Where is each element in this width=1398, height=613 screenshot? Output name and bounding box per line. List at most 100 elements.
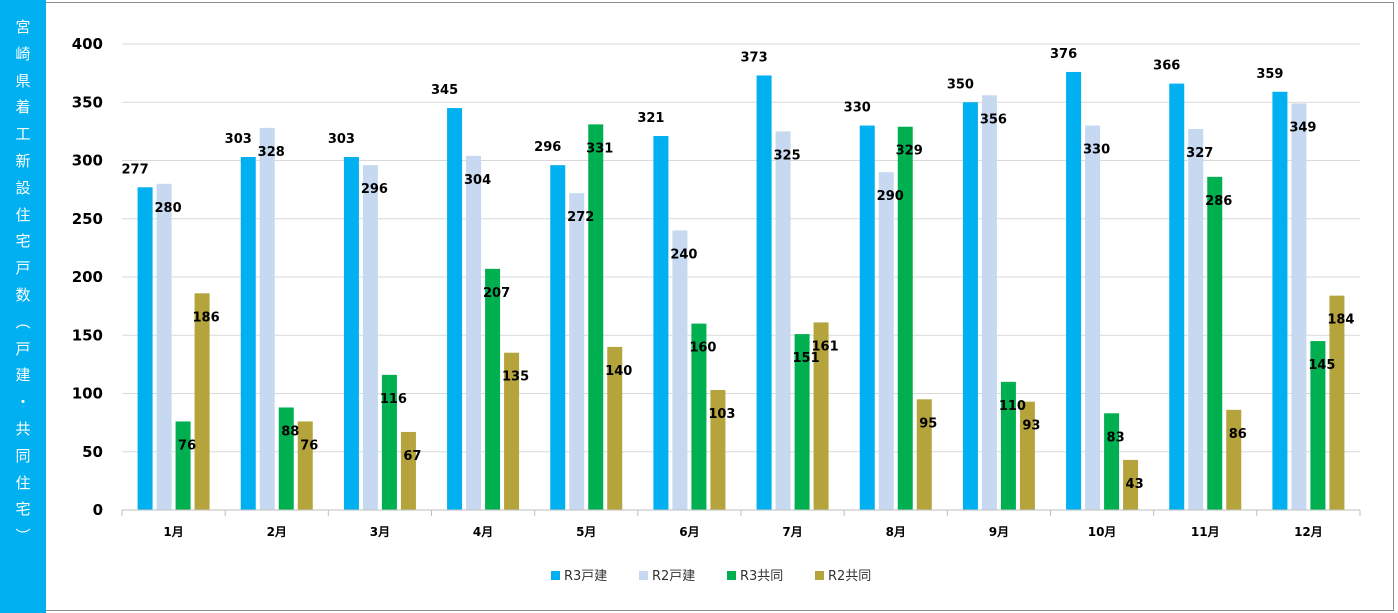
- bar-R2戸建: [466, 155, 482, 510]
- side-label-char: 戸: [15, 339, 31, 358]
- side-label-char: 戸: [15, 259, 31, 278]
- data-label: 303: [328, 132, 355, 147]
- data-label: 330: [1083, 143, 1110, 158]
- data-label: 86: [1229, 427, 1247, 442]
- bar-R2戸建: [362, 165, 378, 510]
- side-label-char: 共: [15, 419, 31, 438]
- bar-R3戸建: [1066, 71, 1082, 511]
- data-label: 303: [225, 132, 252, 147]
- bar-R3戸建: [653, 136, 669, 510]
- bar-R3共同: [485, 268, 501, 510]
- data-label: 304: [464, 173, 491, 188]
- data-label: 321: [637, 111, 664, 126]
- y-tick-label: 0: [93, 501, 103, 519]
- side-label-char: 崎: [15, 44, 31, 63]
- side-label-char: 同: [15, 446, 31, 465]
- y-tick-label: 350: [72, 93, 103, 111]
- legend-label: R2共同: [828, 569, 871, 584]
- x-tick-label: 1月: [163, 525, 183, 539]
- legend-label: R2戸建: [652, 569, 695, 584]
- legend-swatch: [815, 571, 824, 580]
- data-label: 359: [1256, 67, 1283, 82]
- bar-R2共同: [194, 293, 210, 510]
- data-label: 184: [1327, 313, 1354, 328]
- data-label: 345: [431, 83, 458, 98]
- data-label: 95: [919, 416, 937, 431]
- side-label-char: 県: [15, 71, 31, 90]
- x-tick-label: 2月: [267, 525, 287, 539]
- data-label: 140: [605, 364, 632, 379]
- legend-swatch: [551, 571, 560, 580]
- bar-R2共同: [1226, 409, 1242, 510]
- bar-R3共同: [897, 126, 913, 510]
- bar-R3戸建: [1272, 91, 1288, 510]
- side-label-char: 住: [15, 473, 31, 492]
- side-label-char: 宮: [15, 18, 31, 36]
- bar-R2戸建: [569, 193, 585, 510]
- data-label: 290: [877, 189, 904, 204]
- data-label: 325: [774, 148, 801, 163]
- x-tick-label: 10月: [1088, 525, 1117, 539]
- data-label: 296: [534, 140, 561, 155]
- x-tick-label: 4月: [473, 525, 493, 539]
- bar-R3共同: [691, 323, 707, 510]
- side-label-char: 数: [15, 285, 31, 304]
- x-tick-label: 11月: [1191, 525, 1220, 539]
- bar-R2戸建: [1188, 129, 1204, 511]
- bar-R2共同: [1329, 295, 1345, 510]
- data-label: 280: [155, 201, 182, 216]
- side-title-panel: 宮崎県着工新設住宅戸数 ︵ 戸建・共同住宅 ︶: [0, 0, 46, 613]
- side-label-char: 宅: [15, 500, 31, 519]
- data-label: 376: [1050, 47, 1077, 62]
- y-tick-label: 150: [72, 326, 103, 344]
- bar-R2戸建: [259, 127, 275, 510]
- data-label: 327: [1186, 146, 1213, 161]
- bar-R2共同: [297, 421, 313, 510]
- legend-swatch: [639, 571, 648, 580]
- bar-R3共同: [794, 334, 810, 510]
- bar-R3共同: [1310, 341, 1326, 510]
- bar-R3共同: [1207, 176, 1223, 510]
- data-label: 186: [193, 310, 220, 325]
- x-tick-label: 9月: [989, 525, 1009, 539]
- data-label: 272: [567, 210, 594, 225]
- data-label: 329: [896, 144, 923, 159]
- data-label: 161: [812, 339, 839, 354]
- bar-R3戸建: [137, 187, 153, 511]
- grid-layer: [122, 43, 1360, 453]
- bar-R3戸建: [550, 165, 566, 510]
- side-label-char: 設: [15, 178, 31, 197]
- bar-R2共同: [1019, 401, 1035, 510]
- y-tick-label: 200: [72, 268, 103, 286]
- side-label-char: 着: [15, 98, 31, 117]
- side-label-char: 新: [15, 151, 31, 170]
- data-label: 83: [1107, 430, 1125, 445]
- data-label: 160: [689, 341, 716, 356]
- side-label-char: 宅: [15, 232, 31, 251]
- data-label: 43: [1126, 477, 1144, 492]
- x-tick-label: 12月: [1294, 525, 1323, 539]
- data-label: 373: [741, 50, 768, 65]
- bar-R3共同: [1104, 413, 1120, 510]
- data-label: 151: [793, 351, 820, 366]
- bar-R2共同: [916, 399, 932, 510]
- bar-R2共同: [504, 352, 520, 510]
- data-label: 145: [1308, 358, 1335, 373]
- y-tick-label: 300: [72, 152, 103, 170]
- bar-R3共同: [278, 407, 294, 510]
- bar-R2共同: [400, 431, 416, 510]
- bar-R3共同: [381, 374, 397, 510]
- bar-R2戸建: [1291, 103, 1307, 510]
- bars-layer: [137, 71, 1345, 511]
- legend-swatch: [727, 571, 736, 580]
- side-label-char: ︵: [15, 312, 31, 331]
- bar-R2戸建: [156, 183, 172, 511]
- x-tick-label: 6月: [679, 525, 699, 539]
- y-tick-label: 400: [72, 35, 103, 53]
- y-tick-label: 50: [82, 443, 103, 461]
- data-label: 110: [999, 399, 1026, 414]
- labels-layer: 277 303 303 345 296 321 373 330 350 376 366 359 280 3…: [122, 47, 1355, 492]
- bar-R2共同: [710, 390, 726, 510]
- bar-R3戸建: [756, 75, 772, 510]
